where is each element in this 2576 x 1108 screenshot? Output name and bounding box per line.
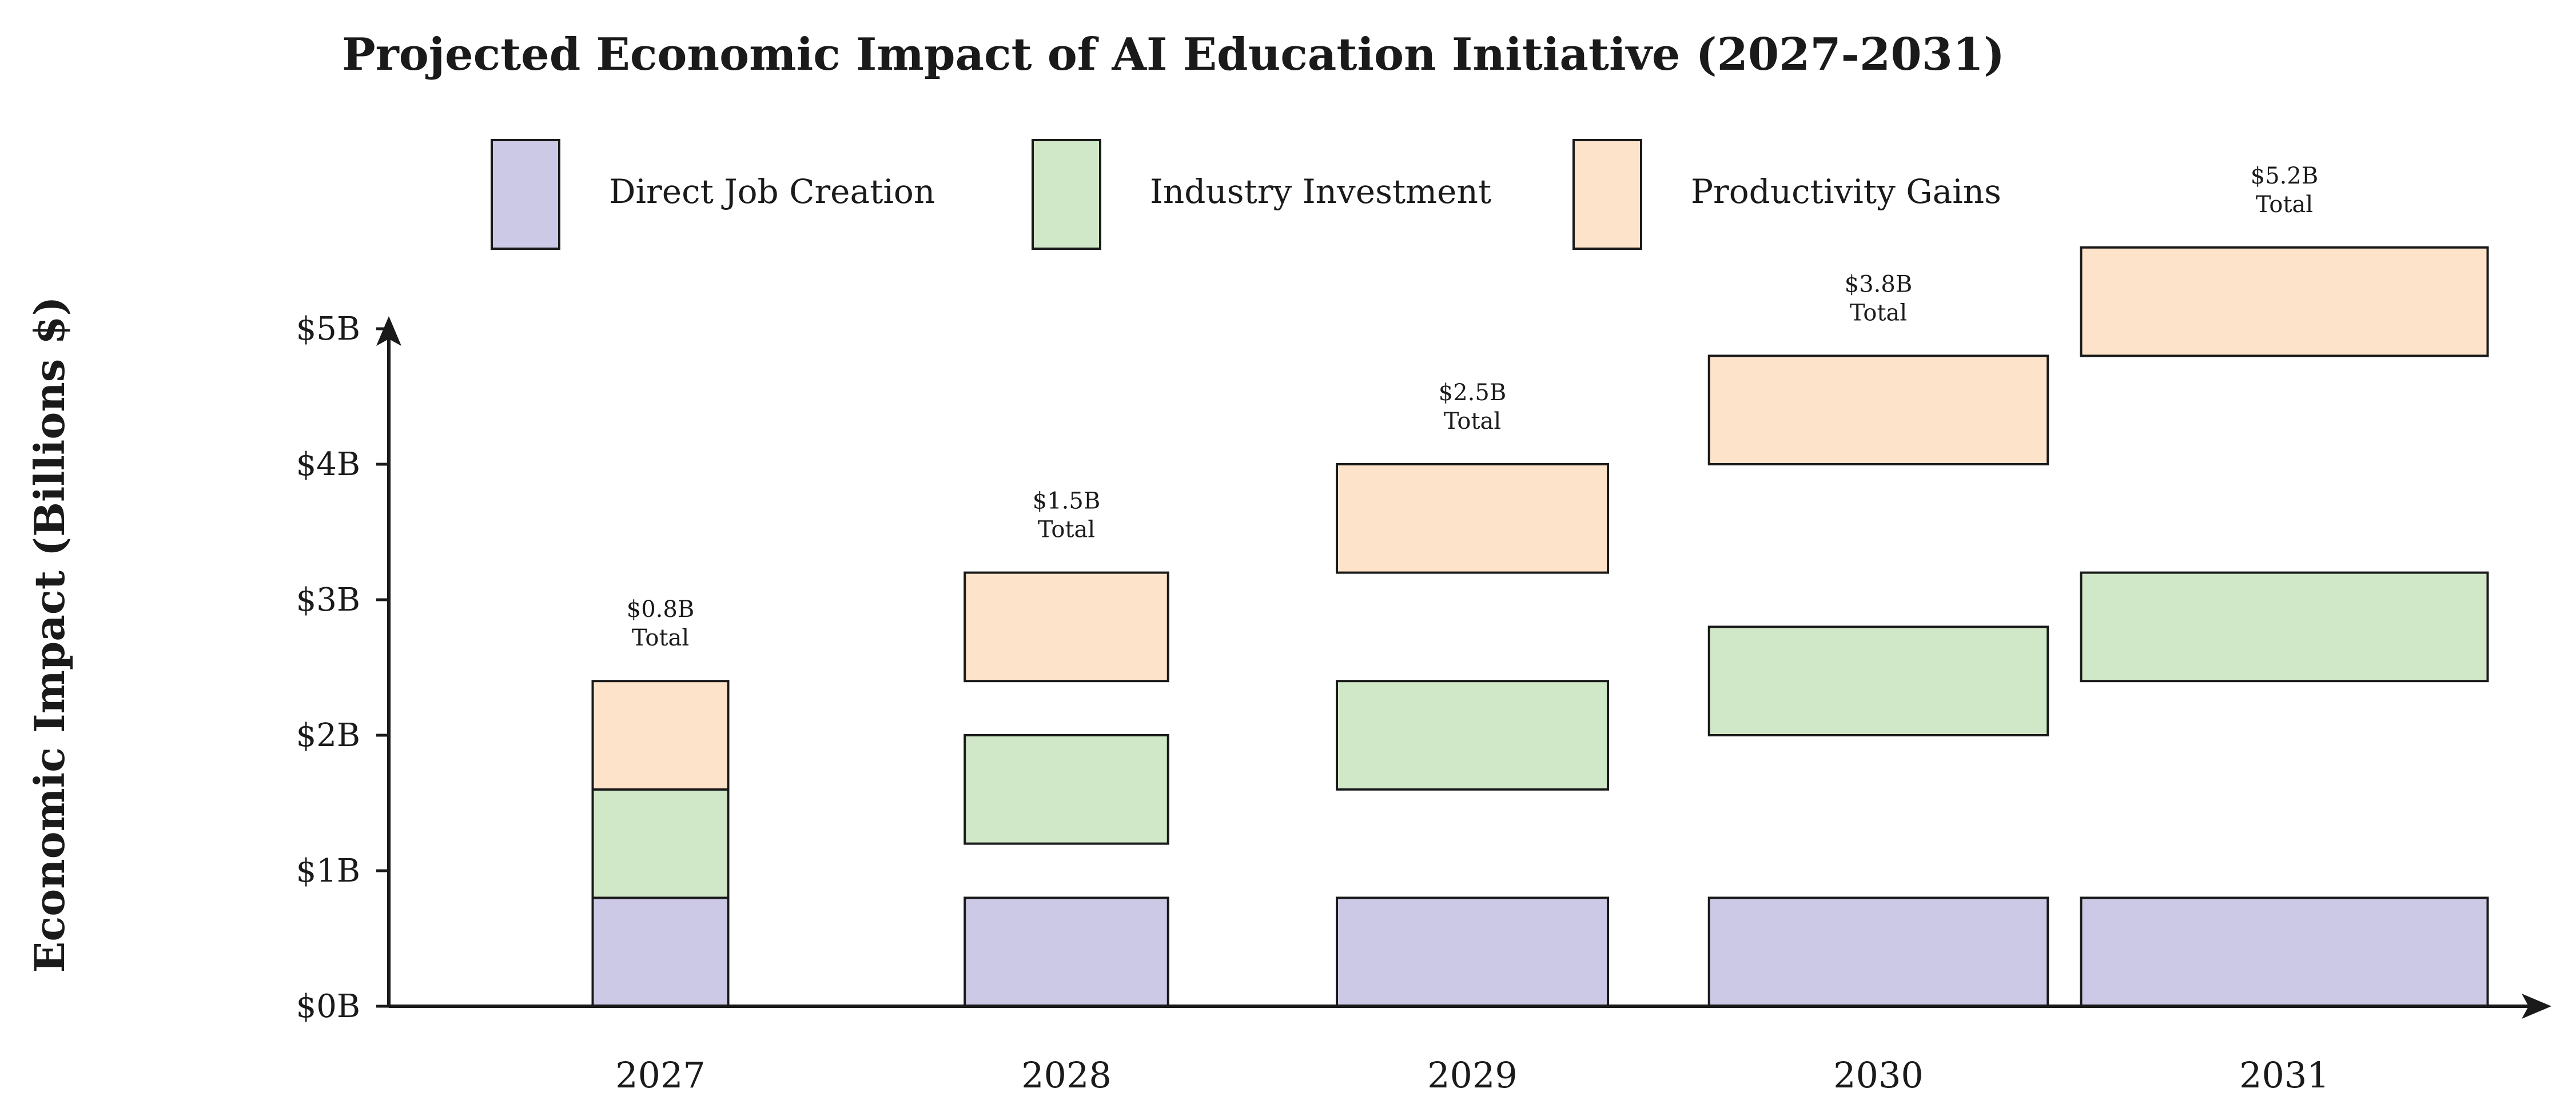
- y-tick-label: $2B: [296, 717, 360, 754]
- legend: Direct Job Creation Industry Investment Pr…: [491, 139, 2001, 250]
- legend-label-2: Industry Investment: [1150, 172, 1491, 211]
- bar-2027-3: [591, 680, 730, 791]
- total-caption-2029: Total: [1444, 408, 1501, 435]
- bars: [591, 246, 2489, 1008]
- total-value-2027: $0.8B: [627, 596, 694, 623]
- bar-2027-2: [591, 788, 730, 899]
- x-tick-label-2028: 2028: [1021, 1054, 1112, 1096]
- x-tick-label-2027: 2027: [615, 1054, 706, 1096]
- y-tick-label: $4B: [296, 446, 360, 483]
- total-caption-2028: Total: [1038, 517, 1095, 543]
- total-caption-2030: Total: [1850, 300, 1907, 326]
- bar-2029-1: [1336, 896, 1609, 1008]
- chart-title: Projected Economic Impact of AI Educatio…: [342, 29, 2005, 81]
- bar-2030-3: [1707, 354, 2049, 466]
- y-axis-ticks: $0B $1B $2B $3B $4B $5B: [296, 310, 389, 1025]
- bar-2029-3: [1336, 463, 1609, 574]
- total-value-2030: $3.8B: [1845, 271, 1912, 297]
- x-axis-ticks: 2027 2028 2029 2030 2031: [615, 1054, 2330, 1096]
- x-axis-arrow: [2522, 994, 2551, 1019]
- total-caption-2027: Total: [632, 625, 689, 651]
- bar-2027-1: [591, 896, 730, 1008]
- bar-2030-2: [1707, 625, 2049, 737]
- x-tick-label-2031: 2031: [2239, 1054, 2330, 1096]
- x-tick-label-2030: 2030: [1833, 1054, 1924, 1096]
- total-labels: $0.8BTotal$1.5BTotal$2.5BTotal$3.8BTotal…: [627, 163, 2318, 651]
- y-axis-arrow: [376, 316, 401, 346]
- bar-2028-3: [963, 571, 1169, 683]
- legend-swatch-3: [1572, 139, 1642, 250]
- total-caption-2031: Total: [2256, 192, 2313, 218]
- y-axis-label: Economic Impact (Billions $): [25, 296, 74, 973]
- total-value-2028: $1.5B: [1033, 488, 1100, 515]
- total-value-2031: $5.2B: [2251, 163, 2318, 189]
- axes: [376, 316, 2551, 1019]
- bar-2029-2: [1336, 680, 1609, 791]
- y-tick-label: $0B: [296, 988, 360, 1025]
- legend-label-1: Direct Job Creation: [609, 172, 935, 211]
- total-value-2029: $2.5B: [1439, 380, 1506, 406]
- y-tick-label: $5B: [296, 310, 360, 348]
- x-tick-label-2029: 2029: [1427, 1054, 1518, 1096]
- legend-label-3: Productivity Gains: [1691, 172, 2001, 211]
- bar-2031-3: [2080, 246, 2489, 357]
- legend-swatch-1: [491, 139, 560, 250]
- bar-2028-2: [963, 734, 1169, 845]
- bar-2028-1: [963, 896, 1169, 1008]
- y-tick-label: $3B: [296, 581, 360, 619]
- bar-2030-1: [1707, 896, 2049, 1008]
- legend-swatch-2: [1032, 139, 1101, 250]
- bar-2031-2: [2080, 571, 2489, 683]
- bar-2031-1: [2080, 896, 2489, 1008]
- y-tick-label: $1B: [296, 852, 360, 890]
